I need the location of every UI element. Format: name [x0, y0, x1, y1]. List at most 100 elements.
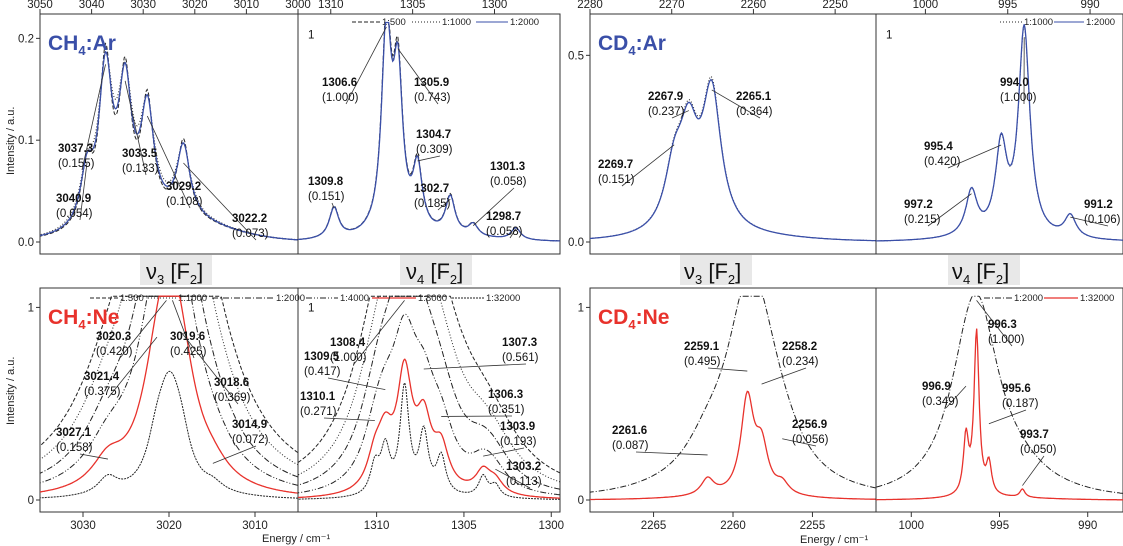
- peak-leader: [417, 155, 441, 162]
- x-tick-label: 1300: [538, 520, 564, 532]
- peak-position-label: 2269.7: [598, 159, 633, 171]
- peak-leader: [119, 300, 167, 359]
- peak-position-label: 996.9: [922, 381, 951, 393]
- x-tick-label: 2250: [822, 0, 848, 11]
- peak-leader: [423, 363, 527, 370]
- legend-entry: 1:2000: [276, 293, 305, 304]
- peak-leader: [472, 187, 515, 226]
- x-tick-label: 1305: [400, 0, 426, 11]
- y-tick-label: 0.5: [568, 50, 584, 62]
- peak-leader: [81, 64, 106, 171]
- legend-ch4-ne: 1:500 1:1000 1:2000 1:4000 1:8000 1:3200…: [90, 293, 520, 304]
- peak-leader: [495, 468, 531, 489]
- y-tick-label: 0: [578, 495, 584, 507]
- peak-position-label: 1306.6: [322, 77, 357, 89]
- mode-label-nu3-left: ν3 [F2]: [146, 259, 203, 287]
- peak-intensity-label: (0.369): [214, 392, 251, 404]
- x-axis-title-left: Energy / cm⁻¹: [262, 533, 330, 545]
- peak-position-label: 1301.3: [490, 161, 525, 173]
- legend-entry: 1:1000: [1024, 17, 1053, 28]
- y-axis-title-top: Intensity / a.u.: [5, 107, 17, 175]
- peak-leader: [183, 162, 257, 241]
- mode-band: [400, 255, 472, 285]
- peak-intensity-label: (0.185): [414, 198, 451, 210]
- x-tick-label: 1000: [898, 520, 924, 532]
- unit-label: 1: [886, 30, 892, 42]
- panel-cd4ne_nu4: 1000 995 990 996.9 (0.349) 996.3 (1.000) 995.6 (…: [875, 287, 1123, 532]
- x-tick-label: 3010: [234, 0, 260, 11]
- peak-position-label: 3033.5: [122, 148, 158, 160]
- peak-position-label: 1310.1: [300, 391, 336, 403]
- series-line: [297, 21, 560, 242]
- x-tick-label: 3020: [182, 0, 208, 11]
- peak-position-label: 1308.4: [330, 337, 366, 349]
- series-line: [590, 78, 877, 242]
- plot-frame: [875, 13, 1123, 255]
- peak-leader: [707, 367, 748, 372]
- peak-position-label: 991.2: [1084, 199, 1113, 211]
- panel-ch4ne_nu3: 3030 3020 3010 0 1 3027.1 (0.158) 3021.4 (0.375)…: [28, 287, 299, 532]
- series-line: [589, 295, 877, 493]
- series-line: [297, 295, 561, 483]
- x-tick-label: 2260: [720, 520, 746, 532]
- peak-position-label: 3018.6: [214, 377, 249, 389]
- x-tick-label: 1300: [482, 0, 508, 11]
- peak-position-label: 993.7: [1020, 429, 1049, 441]
- panel-cd4ar_nu3: 2280 2270 2260 2250 0.0 0.5 2269.7 (0.151) 2267.…: [568, 0, 877, 255]
- legend-entry: 1:1000: [178, 293, 207, 304]
- unit-label: 1: [308, 302, 314, 314]
- peak-position-label: 2256.9: [792, 419, 827, 431]
- legend-entry: 1:32000: [1080, 293, 1114, 304]
- peak-intensity-label: (0.375): [84, 386, 121, 398]
- peak-intensity-label: (0.073): [232, 228, 269, 240]
- y-tick-label: 0: [28, 495, 34, 507]
- peak-position-label: 3014.9: [232, 419, 267, 431]
- peak-leader: [988, 409, 1027, 425]
- x-tick-label: 1310: [364, 520, 390, 532]
- peak-leader: [124, 80, 147, 176]
- mode-label-nu3-right: ν3 [F2]: [684, 259, 741, 287]
- peak-position-label: 2258.2: [782, 341, 817, 353]
- peak-intensity-label: (0.113): [506, 476, 542, 488]
- peak-position-label: 1303.9: [500, 421, 535, 433]
- plot-layer: 3050 3040 3030 3020 3010 3000 0.0 0.1 0.2 3040.9 (…: [18, 0, 1123, 532]
- peak-intensity-label: (0.072): [232, 434, 269, 446]
- y-tick-label: 0.1: [18, 135, 34, 147]
- peak-position-label: 1304.7: [416, 129, 451, 141]
- peak-leader: [172, 300, 195, 359]
- peak-intensity-label: (0.058): [490, 176, 527, 188]
- peak-position-label: 994.0: [1000, 77, 1029, 89]
- peak-intensity-label: (0.050): [1020, 444, 1057, 456]
- peak-intensity-label: (0.425): [170, 346, 207, 358]
- x-tick-label: 1310: [318, 0, 344, 11]
- panel-ch4ar_nu4: 1310 1305 1300 1 1309.8 (0.151) 1306.6 (1.000) 1…: [297, 0, 561, 255]
- series-line: [876, 328, 1123, 501]
- peak-intensity-label: (0.151): [308, 191, 345, 203]
- peak-intensity-label: (0.234): [782, 356, 819, 368]
- peak-position-label: 1309.8: [308, 176, 344, 188]
- sample-label: CH4:Ne: [48, 306, 119, 332]
- peak-leader: [945, 385, 967, 409]
- peak-intensity-label: (0.151): [598, 174, 635, 186]
- x-tick-label: 2255: [800, 520, 826, 532]
- mode-band: [140, 255, 212, 285]
- legend-entry: 1:1000: [442, 17, 471, 28]
- series-line: [297, 295, 561, 490]
- series-line: [876, 24, 1123, 242]
- peak-position-label: 1303.2: [506, 461, 541, 473]
- peak-leader: [79, 162, 88, 221]
- peak-position-label: 3019.6: [170, 331, 205, 343]
- series-line: [39, 295, 299, 466]
- y-tick-label: 0.0: [568, 237, 584, 249]
- peak-leader: [323, 417, 375, 421]
- peak-position-label: 2259.1: [684, 341, 720, 353]
- peak-intensity-label: (0.364): [736, 106, 773, 118]
- peak-intensity-label: (0.155): [58, 158, 95, 170]
- peak-intensity-label: (0.054): [56, 208, 93, 220]
- x-tick-label: 2265: [641, 520, 667, 532]
- peak-leader: [107, 336, 158, 399]
- peak-intensity-label: (0.237): [648, 106, 685, 118]
- peak-intensity-label: (0.743): [414, 92, 451, 104]
- peak-intensity-label: (0.417): [304, 366, 341, 378]
- peak-intensity-label: (0.420): [96, 346, 133, 358]
